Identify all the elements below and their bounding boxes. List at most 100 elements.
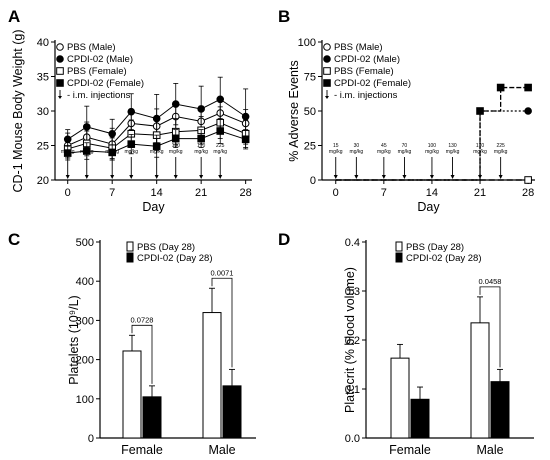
injection-arrowhead [333,175,338,179]
injection-arrowhead [84,175,89,179]
significance-bracket [479,286,501,368]
y-tick-label: 0.2 [345,335,360,347]
dose-unit: mg/kg [350,149,364,155]
injection-arrowhead [110,175,115,179]
y-axis-title: CD-1 Mouse Body Weight (g) [11,29,25,192]
dose-value: 100 [428,143,437,149]
y-tick-label: 500 [76,237,94,249]
data-point [63,149,72,157]
legend-marker [56,55,64,63]
legend-marker [323,79,331,87]
category-label: Male [476,443,503,457]
x-axis-title: Day [417,200,440,214]
y-axis-title: Platecrit (% blood volume) [343,267,357,413]
y-tick-label: 0.4 [345,237,360,249]
dose-unit: mg/kg [329,149,343,155]
y-axis-title: % Adverse Events [287,60,301,161]
data-point [524,83,532,92]
y-tick-label: 20 [37,175,49,187]
y-tick-label: 30 [37,106,49,118]
data-point [216,127,225,135]
dose-value: 70 [402,143,408,149]
injection-arrowhead [154,175,159,179]
data-point [108,129,116,138]
legend-label: CPDI-02 (Female) [67,78,144,89]
injection-arrowhead [402,175,407,179]
legend-swatch [126,252,134,263]
x-tick-label: 28 [522,187,534,199]
legend-label: CPDI-02 (Female) [334,78,411,89]
injection-arrowhead [65,175,70,179]
dose-value: 225 [216,143,225,149]
bar [470,322,490,439]
dose-unit: mg/kg [213,149,227,155]
injection-arrowhead [429,175,434,179]
data-point [216,95,225,104]
category-label: Female [389,443,431,457]
x-tick-label: 0 [65,187,71,199]
legend-marker [323,43,331,51]
dose-unit: mg/kg [377,149,391,155]
data-point [82,123,91,131]
legend-label: CPDI-02 (Male) [334,54,400,65]
y-tick-label: 100 [76,394,94,406]
x-tick-label: 7 [109,187,115,199]
panel-letter-c: C [8,230,20,249]
x-tick-label: 7 [381,187,387,199]
legend-label: PBS (Male) [334,42,383,53]
dose-value: 15 [333,143,339,149]
y-tick-label: 40 [37,37,49,49]
data-point [524,176,532,184]
data-point [127,140,136,148]
x-tick-label: 21 [195,187,207,199]
injection-arrowhead [129,175,134,179]
legend-label: PBS (Female) [67,66,127,77]
y-tick-label: 200 [76,355,94,367]
panel-letter-d: D [278,230,290,249]
injection-arrowhead [450,175,455,179]
x-tick-label: 21 [474,187,486,199]
legend-marker [56,79,64,87]
legend-swatch [126,241,134,252]
y-tick-label: 0 [88,433,94,445]
dose-unit: mg/kg [446,149,460,155]
y-tick-label: 0.0 [345,433,360,445]
data-point [241,135,250,144]
injection-arrowhead [381,175,386,179]
data-point [197,134,205,143]
legend-marker [56,67,64,75]
legend-marker [56,43,64,51]
legend-swatch [395,241,403,252]
dose-value: 45 [381,143,387,149]
data-point [524,107,532,115]
data-point [171,134,180,143]
p-value: 0.0458 [479,277,502,286]
injection-arrowhead [173,175,178,179]
significance-bracket [131,324,153,384]
legend-label: PBS (Female) [334,66,394,77]
dose-value: 130 [448,143,457,149]
p-value: 0.0071 [211,268,234,277]
y-tick-label: 0.3 [345,286,360,298]
dose-unit: mg/kg [425,149,439,155]
x-axis-title: Day [142,200,165,214]
bar [490,381,510,439]
injection-arrowhead [498,175,503,179]
injection-arrowhead [354,175,359,179]
dose-value: 225 [496,143,505,149]
y-tick-label: 300 [76,315,94,327]
bar [390,357,410,439]
data-point [82,147,91,155]
legend-label: CPDI-02 (Day 28) [406,253,482,264]
x-tick-label: 14 [426,187,438,199]
y-axis-title: Platelets (10⁹/L) [67,295,81,384]
data-point [152,142,161,150]
legend-injection-label: - i.m. injections [67,90,131,101]
dose-unit: mg/kg [194,149,208,155]
legend-label: PBS (Male) [67,42,116,53]
x-tick-label: 14 [151,187,163,199]
category-label: Male [208,443,235,457]
bar [410,398,430,439]
data-point [108,148,116,157]
